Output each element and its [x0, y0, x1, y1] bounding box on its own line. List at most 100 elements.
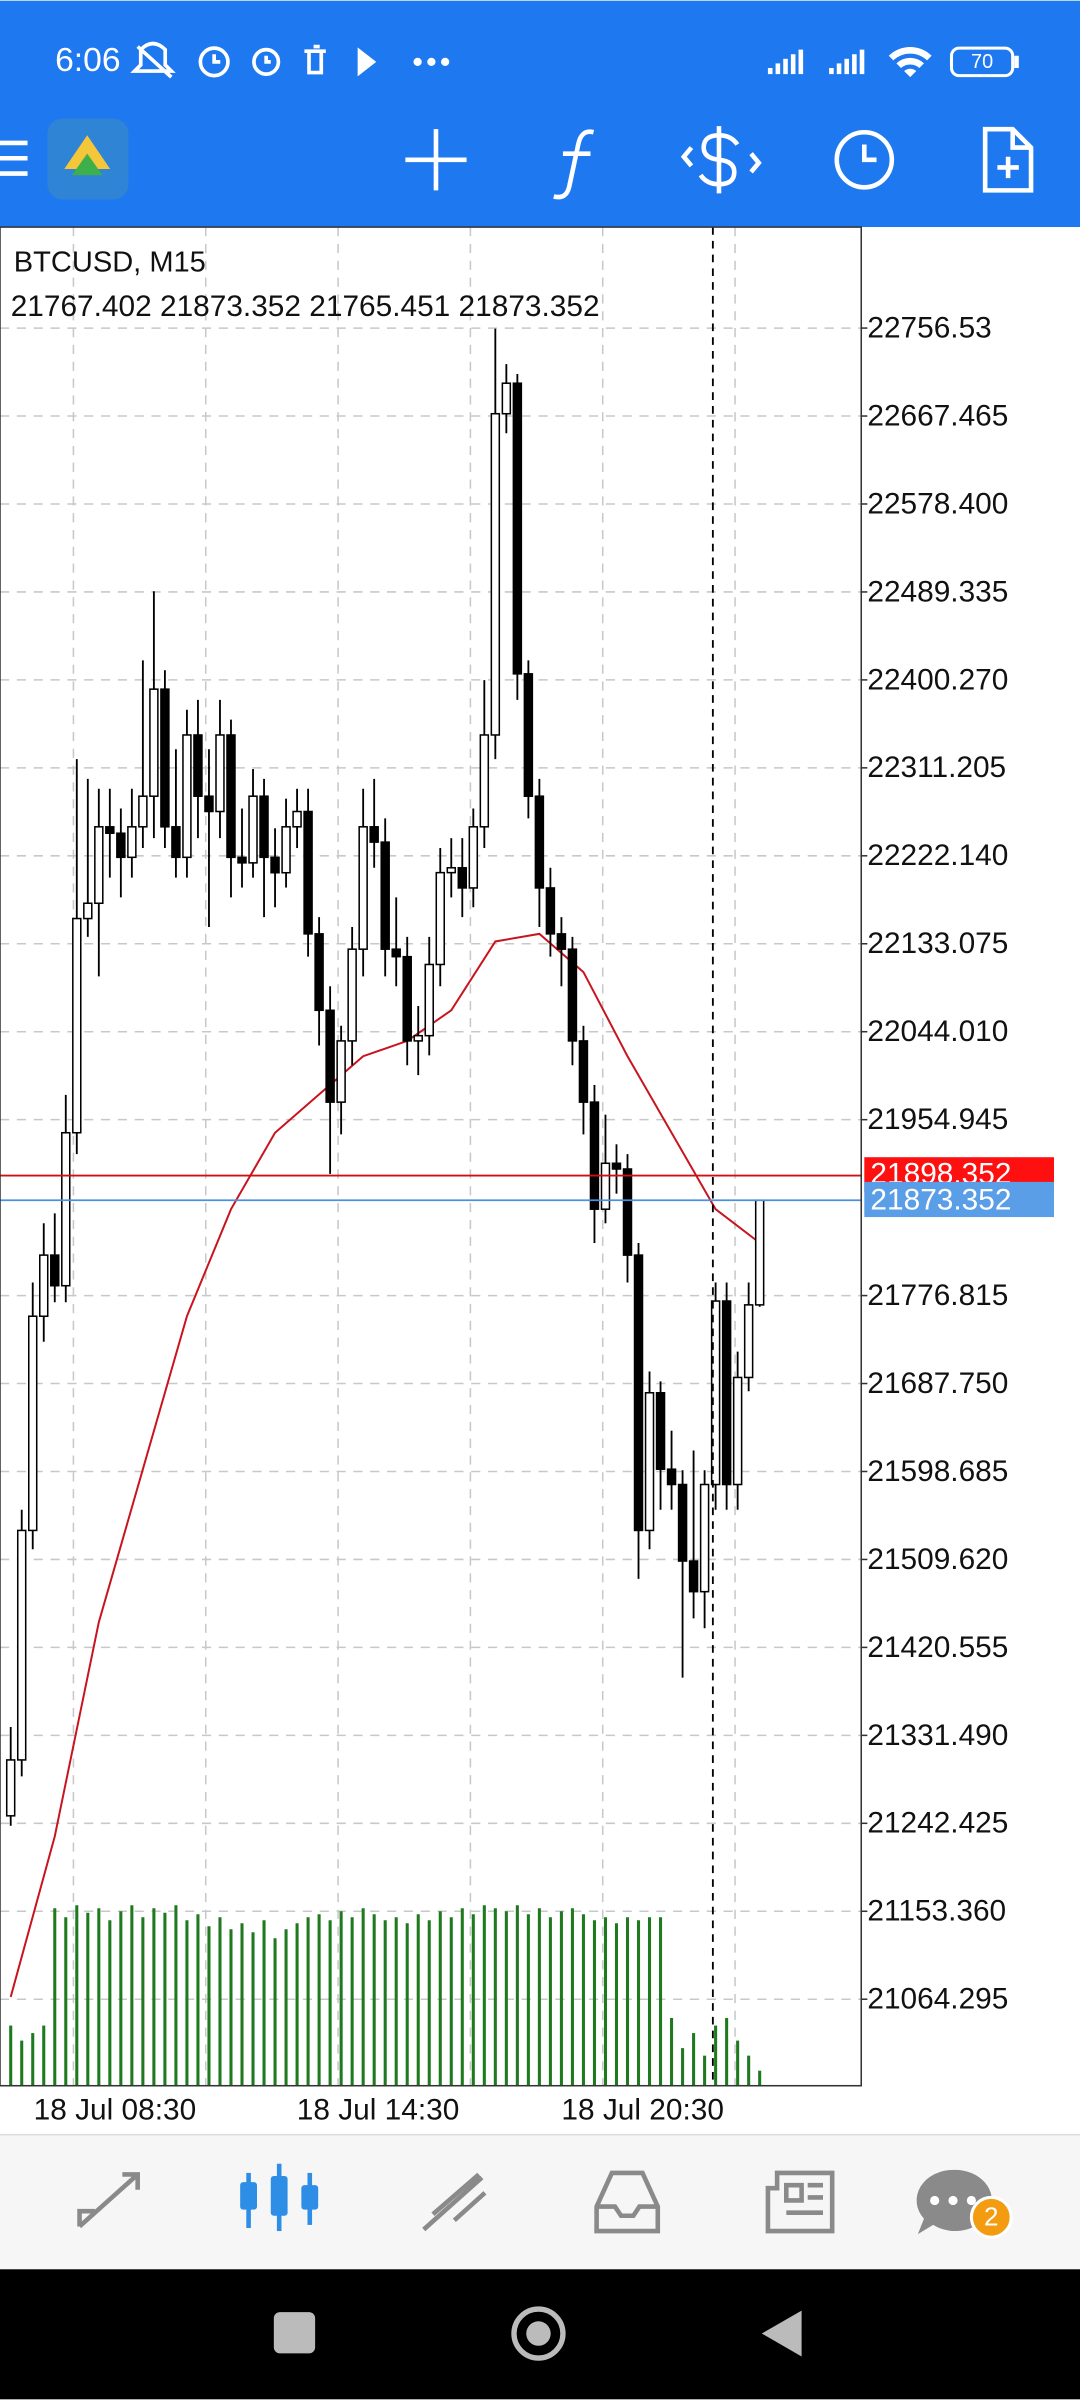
candle-body [204, 795, 214, 813]
candle-body [600, 1162, 611, 1210]
nav-history[interactable] [594, 2170, 661, 2234]
candle-body [501, 382, 512, 415]
candle-body [193, 734, 203, 797]
candle-body [215, 734, 225, 813]
candle-body [182, 734, 192, 859]
candle-body [380, 841, 390, 950]
y-tick-label: 21153.360 [867, 1895, 1006, 1928]
battery-level: 70 [971, 51, 993, 73]
crosshair-button[interactable] [405, 129, 467, 191]
y-tick-label: 21776.815 [867, 1279, 1008, 1312]
candle-body [83, 902, 93, 920]
candle-body [699, 1483, 710, 1593]
candle-body [743, 1304, 754, 1379]
candle-body [457, 867, 468, 889]
candle-body [468, 826, 479, 889]
candle-body [402, 955, 412, 1042]
chat-dot [948, 2195, 958, 2206]
candle-body [16, 1529, 27, 1761]
bottom-nav-icons [77, 2170, 835, 2234]
status-time: 6:06 [55, 42, 120, 79]
home-button-dot [526, 2321, 551, 2346]
y-tick-label: 22133.075 [867, 927, 1008, 960]
timeframe-button[interactable] [834, 129, 895, 190]
back-button[interactable] [761, 2310, 802, 2357]
status-icons [130, 41, 450, 79]
candle-body [72, 917, 82, 1134]
candle-body [27, 1315, 38, 1532]
app-icon-logo2 [71, 153, 103, 176]
candle-body [39, 1254, 49, 1317]
y-tick-label: 22222.140 [867, 839, 1008, 872]
candle-body [589, 1101, 600, 1210]
chat-dot [930, 2195, 940, 2206]
y-tick-label: 22756.53 [867, 311, 991, 344]
y-tick-label: 22400.270 [867, 663, 1008, 696]
moving-average [9, 932, 761, 1998]
plot [0, 328, 862, 1998]
trade-button[interactable] [680, 126, 762, 194]
y-tick-label: 22311.205 [867, 751, 1006, 784]
candle-body [655, 1392, 666, 1470]
candle-body [171, 826, 181, 859]
indicators-button[interactable] [553, 129, 595, 200]
x-tick-label: 18 Jul 20:30 [561, 2094, 724, 2127]
candle-body [435, 871, 446, 966]
candle-body [347, 948, 357, 1042]
signal-icons [767, 47, 932, 78]
objects-button[interactable] [982, 126, 1034, 193]
candle-body [127, 826, 137, 859]
menu-button[interactable] [0, 140, 28, 176]
symbol-label: BTCUSD, M15 [14, 246, 206, 278]
candle-body [534, 795, 545, 889]
candle-body [721, 1300, 732, 1486]
candle-body [292, 810, 302, 828]
x-tick-label: 18 Jul 14:30 [297, 2094, 460, 2127]
candle-body [611, 1162, 622, 1170]
candle-body [94, 826, 104, 905]
candle-body [391, 948, 401, 958]
candle-body [710, 1300, 721, 1486]
candle-body [677, 1483, 688, 1562]
volumes [9, 1905, 762, 2086]
y-tick-label: 21687.750 [867, 1367, 1008, 1400]
chat-badge [969, 2195, 1013, 2239]
candle-body [567, 948, 578, 1042]
y-tick-label: 22667.465 [867, 399, 1008, 432]
candle-body [490, 412, 501, 736]
candle-body [446, 867, 457, 874]
candle-body [50, 1254, 60, 1287]
candle-body [61, 1131, 71, 1287]
ohlc-label: 21767.402 21873.352 21765.451 21873.352 [11, 290, 600, 323]
candle-body [105, 826, 115, 834]
candle-body [556, 933, 567, 950]
candle-body [237, 856, 247, 864]
y-tick-label: 22044.010 [867, 1015, 1008, 1048]
nav-quotes[interactable] [77, 2172, 140, 2229]
grid [0, 227, 862, 2086]
candle-body [248, 795, 258, 864]
candle-body [270, 856, 280, 874]
recents-button[interactable] [273, 2312, 316, 2354]
candle-body [369, 826, 379, 843]
y-tick-label: 22489.335 [867, 575, 1008, 608]
candle-body [512, 382, 523, 675]
nav-trade[interactable] [422, 2172, 487, 2232]
nav-news[interactable] [765, 2170, 835, 2234]
candle-body [325, 1009, 335, 1103]
candle-body [732, 1376, 743, 1486]
home-button[interactable] [511, 2306, 566, 2361]
battery [949, 46, 1015, 78]
candle-body [424, 963, 434, 1037]
candle-body [578, 1040, 589, 1103]
candle-body [413, 1034, 423, 1042]
candle-body [138, 795, 148, 828]
y-tick-label: 21331.490 [867, 1719, 1008, 1752]
candle-body [303, 810, 313, 935]
nav-chart[interactable] [240, 2163, 319, 2232]
candle-body [754, 1199, 765, 1306]
bottom-nav [0, 2134, 1080, 2270]
y-tick-label: 21509.620 [867, 1543, 1008, 1576]
candle-body [336, 1040, 346, 1103]
